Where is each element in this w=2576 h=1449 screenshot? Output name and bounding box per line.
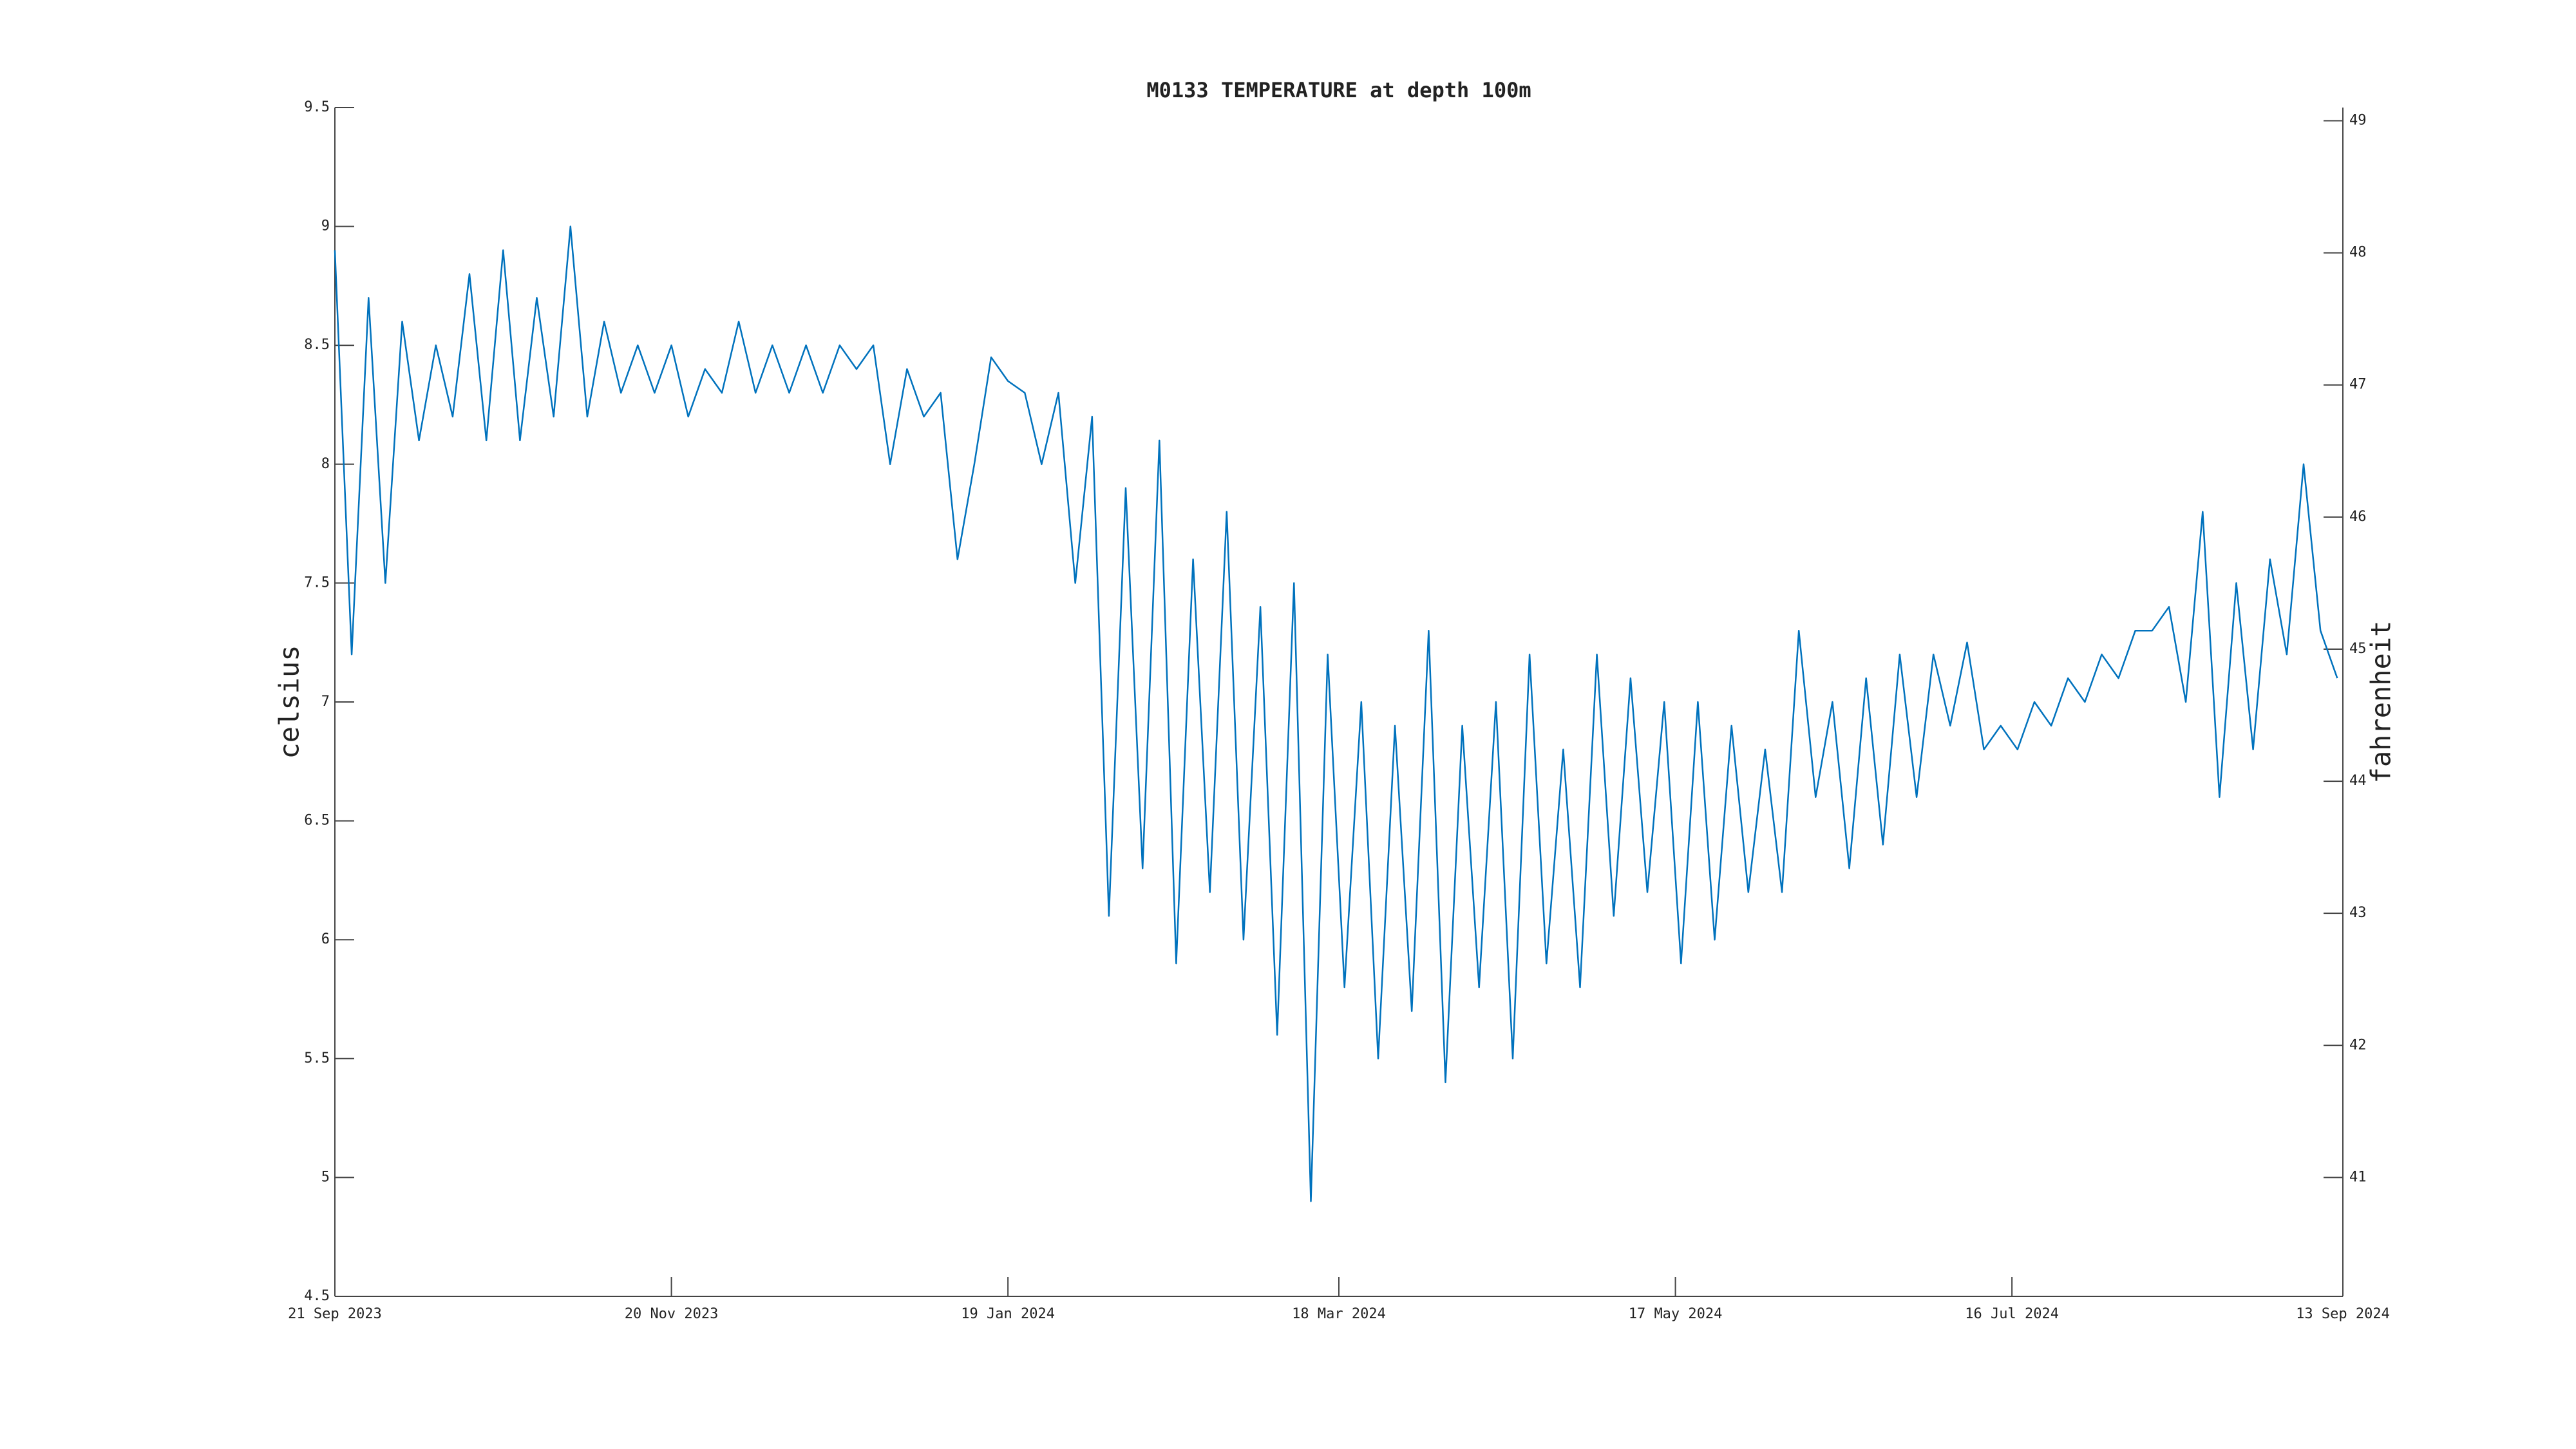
y-tick-label: 7.5 [304, 574, 330, 591]
y-tick-label: 5.5 [304, 1050, 330, 1066]
y-tick-label: 6 [321, 931, 330, 947]
y2-tick-label: 46 [2349, 509, 2367, 525]
x-tick-label: 16 Jul 2024 [1965, 1306, 2059, 1322]
y-tick-label: 8.5 [304, 337, 330, 353]
y2-tick-label: 47 [2349, 377, 2367, 393]
y-tick-label: 4.5 [304, 1288, 330, 1304]
y2-tick-label: 41 [2349, 1169, 2367, 1185]
chart-title: M0133 TEMPERATURE at depth 100m [1146, 78, 1531, 102]
y2-axis-label: fahrenheit [2365, 621, 2397, 784]
y-tick-label: 8 [321, 456, 330, 472]
y-axis-label: celsius [274, 645, 305, 759]
y2-tick-label: 48 [2349, 245, 2367, 261]
y-tick-label: 7 [321, 694, 330, 710]
y2-tick-label: 42 [2349, 1037, 2367, 1053]
y2-tick-label: 49 [2349, 113, 2367, 129]
data-line [334, 225, 2338, 1202]
y2-tick-label: 44 [2349, 773, 2367, 789]
x-tick-label: 13 Sep 2024 [2296, 1306, 2390, 1322]
x-tick-label: 20 Nov 2023 [625, 1306, 719, 1322]
x-tick-label: 21 Sep 2023 [288, 1306, 382, 1322]
y-tick-label: 5 [321, 1169, 330, 1185]
x-tick-label: 19 Jan 2024 [961, 1306, 1055, 1322]
y2-tick-label: 45 [2349, 641, 2367, 657]
y2-tick-label: 43 [2349, 905, 2367, 921]
y-tick-label: 6.5 [304, 813, 330, 829]
y-tick-label: 9 [321, 218, 330, 234]
x-tick-label: 17 May 2024 [1629, 1306, 1723, 1322]
y-tick-label: 9.5 [304, 99, 330, 115]
x-tick-label: 18 Mar 2024 [1292, 1306, 1386, 1322]
